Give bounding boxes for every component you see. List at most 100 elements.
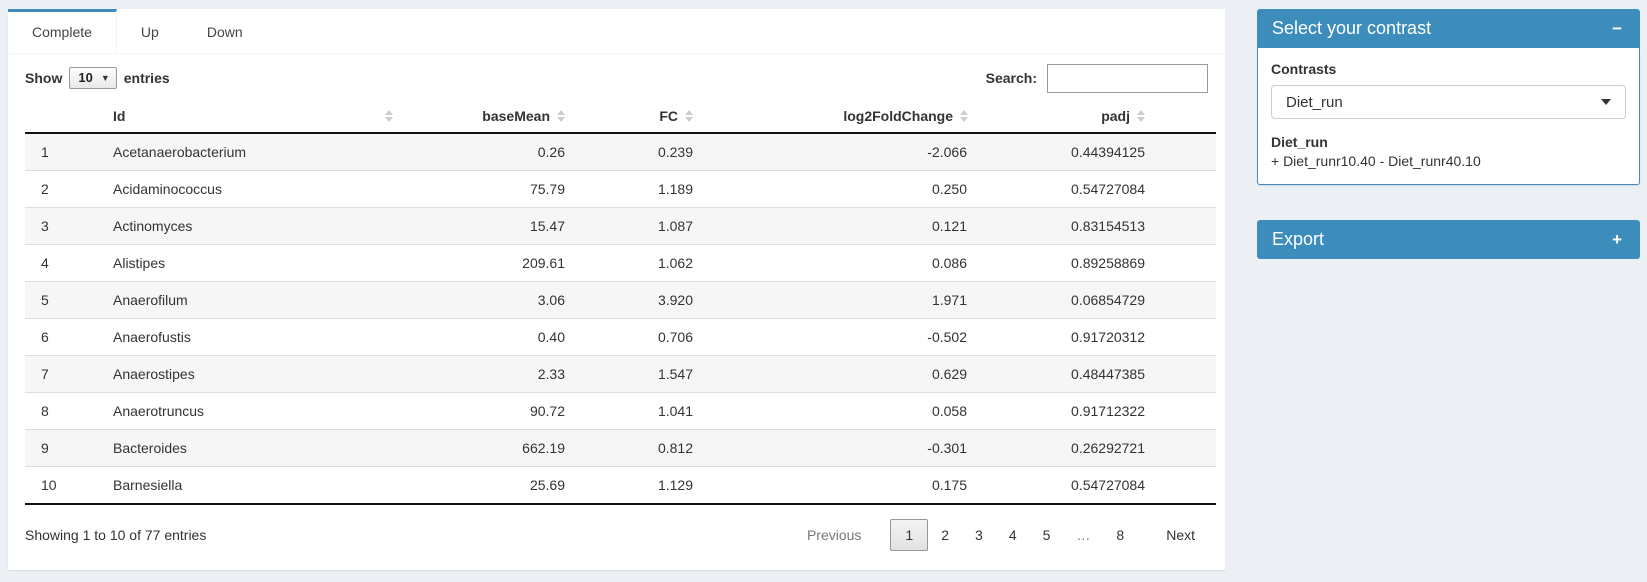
table-row[interactable]: 1 Acetanaerobacterium 0.26 0.239 -2.066 0.443… <box>25 133 1216 171</box>
table-cell: Anaerofustis <box>103 318 398 356</box>
table-cell: 0.706 <box>570 318 698 356</box>
pagination-page[interactable]: 5 <box>1042 527 1051 543</box>
pagination-page[interactable]: 2 <box>941 527 950 543</box>
column-label: padj <box>1101 108 1130 124</box>
table-cell: 0.06854729 <box>973 281 1216 319</box>
table-cell: Anaerostipes <box>103 355 398 393</box>
caret-down-icon <box>1601 99 1611 105</box>
table-cell: 0.40 <box>398 318 570 356</box>
table-cell: 2.33 <box>398 355 570 393</box>
contrasts-select[interactable]: Diet_run <box>1271 85 1626 119</box>
pagination-next[interactable]: Next <box>1166 527 1195 543</box>
table-row[interactable]: 6 Anaerofustis 0.40 0.706 -0.502 0.91720312 <box>25 318 1216 356</box>
column-label: baseMean <box>482 108 550 124</box>
table-cell: Anaerofilum <box>103 281 398 319</box>
contrast-panel-title: Select your contrast <box>1272 18 1432 38</box>
export-panel-header[interactable]: Export + <box>1257 220 1640 259</box>
table-cell: 0.250 <box>698 170 973 208</box>
pagination-previous[interactable]: Previous <box>806 527 862 543</box>
table-cell: 1.129 <box>570 466 698 505</box>
contrast-detail: Diet_run + Diet_runr10.40 - Diet_runr40.… <box>1271 134 1626 169</box>
contrasts-select-value: Diet_run <box>1286 93 1343 111</box>
table-cell: Alistipes <box>103 244 398 282</box>
pagination-page[interactable]: 4 <box>1008 527 1017 543</box>
table-cell: 1.087 <box>570 207 698 245</box>
table-cell: 0.91712322 <box>973 392 1216 430</box>
table-row[interactable]: 9 Bacteroides 662.19 0.812 -0.301 0.26292721 <box>25 429 1216 467</box>
table-body: 1 Acetanaerobacterium 0.26 0.239 -2.066 0.443… <box>25 133 1216 505</box>
table-cell: 0.812 <box>570 429 698 467</box>
tab-complete[interactable]: Complete <box>8 9 117 53</box>
column-header-id[interactable]: Id <box>103 100 398 134</box>
entries-info: Showing 1 to 10 of 77 entries <box>25 527 207 543</box>
sort-icon <box>557 110 565 122</box>
contrast-panel-header[interactable]: Select your contrast − <box>1257 9 1640 48</box>
table-cell: Bacteroides <box>103 429 398 467</box>
export-panel-title: Export <box>1272 229 1325 249</box>
table-cell: 10 <box>25 466 103 505</box>
table-cell: -0.502 <box>698 318 973 356</box>
show-label: Show <box>25 70 63 86</box>
table-cell: Anaerotruncus <box>103 392 398 430</box>
contrast-detail-title: Diet_run <box>1271 134 1328 150</box>
pagination-page[interactable]: 8 <box>1116 527 1125 543</box>
search-input[interactable] <box>1047 63 1208 93</box>
sort-icon <box>385 110 393 122</box>
table-cell: 0.44394125 <box>1071 144 1145 160</box>
pagination-ellipsis: … <box>1076 527 1091 543</box>
table-cell: 1.971 <box>698 281 973 319</box>
column-label: log2FoldChange <box>843 108 953 124</box>
column-header-padj[interactable]: padj <box>973 100 1216 134</box>
results-box: Complete Up Down Show 10 ▼ entries Searc… <box>8 9 1225 570</box>
table-cell: Actinomyces <box>103 207 398 245</box>
table-row[interactable]: 10 Barnesiella 25.69 1.129 0.175 0.54727084 <box>25 466 1216 505</box>
table-row[interactable]: 2 Acidaminococcus 75.79 1.189 0.250 0.5472708… <box>25 170 1216 208</box>
column-label: FC <box>659 108 678 124</box>
pagination-page[interactable]: 1 <box>890 519 929 551</box>
table-cell: 1 <box>41 144 49 160</box>
table-cell: 0.086 <box>698 244 973 282</box>
table-cell: 1.062 <box>570 244 698 282</box>
table-cell: 3.920 <box>570 281 698 319</box>
tab-down[interactable]: Down <box>206 24 243 40</box>
pagination-page[interactable]: 3 <box>975 527 983 543</box>
column-header-index <box>25 100 103 134</box>
table-cell: 0.48447385 <box>973 355 1216 393</box>
entries-select[interactable]: 10 ▼ <box>69 67 117 89</box>
table-cell: 0.26292721 <box>973 429 1216 467</box>
column-header-basemean[interactable]: baseMean <box>398 100 570 134</box>
table-cell: 0.89258869 <box>973 244 1216 282</box>
table-row[interactable]: 8 Anaerotruncus 90.72 1.041 0.058 0.91712322 <box>25 392 1216 430</box>
pagination: Previous 1 2 3 4 5 … 8 Next <box>794 511 1208 559</box>
entries-select-value: 10 <box>78 70 93 85</box>
table-row[interactable]: 5 Anaerofilum 3.06 3.920 1.971 0.06854729 <box>25 281 1216 319</box>
export-panel: Export + <box>1257 220 1640 259</box>
table-header-row: Id baseMean FC <box>25 100 1216 134</box>
table-cell: 0.121 <box>698 207 973 245</box>
table-cell: 0.26 <box>537 144 565 160</box>
contrast-detail-formula: + Diet_runr10.40 - Diet_runr40.10 <box>1271 153 1481 169</box>
table-row[interactable]: 4 Alistipes 209.61 1.062 0.086 0.89258869 <box>25 244 1216 282</box>
table-cell: 15.47 <box>398 207 570 245</box>
search-label: Search: <box>985 70 1037 86</box>
caret-down-icon: ▼ <box>100 72 110 83</box>
column-header-log2foldchange[interactable]: log2FoldChange <box>698 100 973 134</box>
table-cell: 0.058 <box>698 392 973 430</box>
sort-icon <box>1137 110 1145 122</box>
sort-icon <box>685 110 693 122</box>
table-footer: Showing 1 to 10 of 77 entries Previous 1… <box>25 511 1208 559</box>
table-cell: -2.066 <box>927 144 967 160</box>
column-header-fc[interactable]: FC <box>570 100 698 134</box>
contrast-panel-body: Contrasts Diet_run Diet_run + Diet_runr1… <box>1257 48 1640 185</box>
table-cell: 6 <box>25 318 103 356</box>
table-row[interactable]: 3 Actinomyces 15.47 1.087 0.121 0.83154513 <box>25 207 1216 245</box>
table-cell: 75.79 <box>398 170 570 208</box>
collapse-minus-icon[interactable]: − <box>1612 19 1622 38</box>
tab-up[interactable]: Up <box>140 24 159 40</box>
expand-plus-icon[interactable]: + <box>1612 230 1622 249</box>
table-cell: 8 <box>25 392 103 430</box>
table-cell: 1.189 <box>570 170 698 208</box>
table-cell: -0.301 <box>698 429 973 467</box>
table-row[interactable]: 7 Anaerostipes 2.33 1.547 0.629 0.48447385 <box>25 355 1216 393</box>
table-cell: 0.175 <box>698 466 973 505</box>
